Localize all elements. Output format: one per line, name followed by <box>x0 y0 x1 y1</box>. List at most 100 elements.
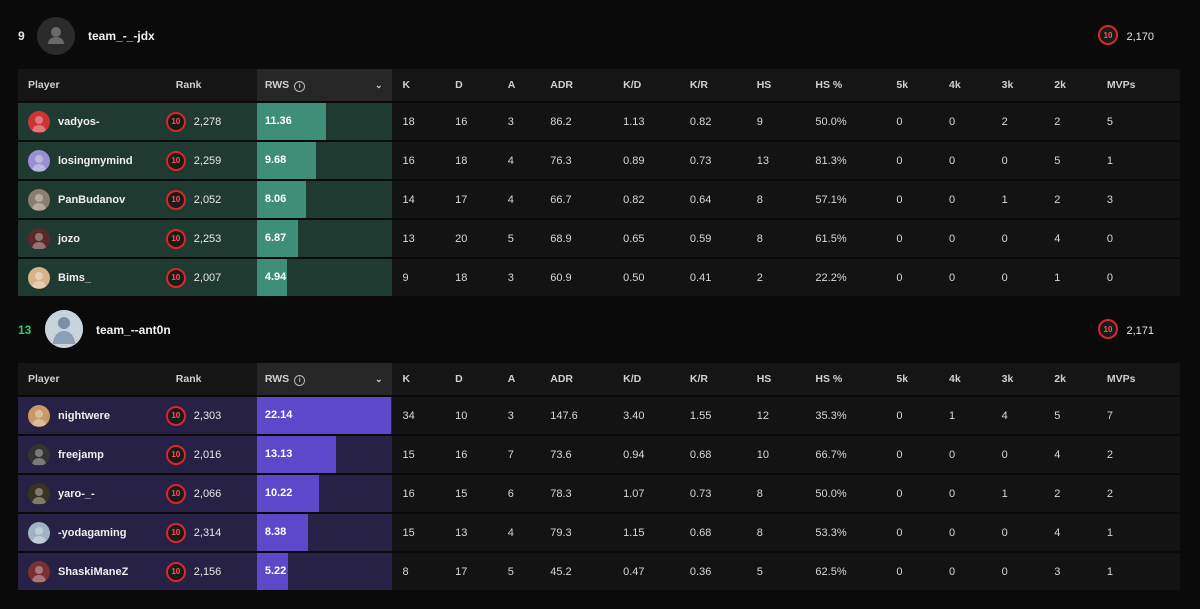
stat-kd: 1.13 <box>613 103 680 140</box>
avatar[interactable] <box>28 482 50 505</box>
player-name[interactable]: PanBudanov <box>58 193 126 206</box>
col-header-5k[interactable]: 5k <box>886 69 939 101</box>
col-header-d[interactable]: D <box>445 69 498 101</box>
col-header-mvps[interactable]: MVPs <box>1096 69 1180 101</box>
table-row[interactable]: ShaskiManeZ 10 2,156 5.22 8 17 5 45.2 0.47 0.36 5 6… <box>18 553 1180 590</box>
col-header-3k[interactable]: 3k <box>991 363 1045 395</box>
col-header-rank[interactable]: Rank <box>165 363 257 395</box>
col-header-kr[interactable]: K/R <box>679 363 747 395</box>
col-header-k[interactable]: K <box>392 363 446 395</box>
team-2-scoreboard: Player Rank RWS i ⌄ K D A ADR K/D K/R HS … <box>18 361 1180 592</box>
col-header-4k[interactable]: 4k <box>939 363 992 395</box>
avatar[interactable] <box>28 149 50 172</box>
col-header-3k[interactable]: 3k <box>991 69 1045 101</box>
avatar-image-icon <box>32 115 46 132</box>
stat-kr: 0.59 <box>679 220 747 257</box>
rws-bar <box>256 181 306 218</box>
chevron-down-icon[interactable]: ⌄ <box>374 79 383 90</box>
col-header-hs[interactable]: HS <box>746 363 806 395</box>
table-row[interactable]: yaro-_- 10 2,066 10.22 16 15 6 78.3 1.07 0.73 8 50.… <box>18 475 1180 512</box>
col-header-5k[interactable]: 5k <box>886 363 939 395</box>
player-name[interactable]: jozo <box>58 232 80 245</box>
player-name[interactable]: losingmymind <box>58 154 133 167</box>
info-icon[interactable]: i <box>294 80 306 92</box>
col-header-hs-percent[interactable]: HS % <box>805 69 887 101</box>
table-row[interactable]: jozo 10 2,253 6.87 13 20 5 68.9 0.65 0.59 8 61.5% 0 0… <box>18 220 1180 257</box>
col-header-d[interactable]: D <box>445 363 498 395</box>
table-row[interactable]: -yodagaming 10 2,314 8.38 15 13 4 79.3 1.15 0.68 8… <box>18 514 1180 551</box>
col-header-kd[interactable]: K/D <box>613 69 680 101</box>
avatar[interactable] <box>28 443 50 466</box>
col-header-player[interactable]: Player <box>18 363 166 395</box>
avatar-image-icon <box>32 232 46 249</box>
col-header-adr[interactable]: ADR <box>540 363 614 395</box>
col-header-adr[interactable]: ADR <box>540 69 614 101</box>
player-cell[interactable]: yaro-_- <box>18 475 166 512</box>
player-elo: 2,052 <box>193 193 222 206</box>
table-row[interactable]: nightwere 10 2,303 22.14 34 10 3 147.6 3.40 1.55 1… <box>18 397 1180 434</box>
player-name[interactable]: ShaskiManeZ <box>58 565 129 578</box>
player-name[interactable]: freejamp <box>58 448 104 461</box>
stat-kd: 3.40 <box>613 397 680 434</box>
col-header-kr[interactable]: K/R <box>679 69 747 101</box>
col-header-hs[interactable]: HS <box>746 69 806 101</box>
player-cell[interactable]: Bims_ <box>18 259 166 296</box>
col-header-4k[interactable]: 4k <box>939 69 992 101</box>
player-cell[interactable]: -yodagaming <box>18 514 166 551</box>
team-name[interactable]: team_-_-jdx <box>88 29 155 43</box>
col-header-rws[interactable]: RWS i ⌄ <box>256 69 393 101</box>
stat-5k: 0 <box>886 181 939 218</box>
table-row[interactable]: vadyos- 10 2,278 11.36 18 16 3 86.2 1.13 0.82 9 50.… <box>18 103 1180 140</box>
rws-value: 13.13 <box>264 448 293 460</box>
team-avatar[interactable] <box>45 310 83 348</box>
player-cell[interactable]: PanBudanov <box>18 181 166 218</box>
col-header-rank[interactable]: Rank <box>165 69 257 101</box>
avatar[interactable] <box>28 110 50 133</box>
col-header-kd[interactable]: K/D <box>613 363 680 395</box>
col-header-rws[interactable]: RWS i ⌄ <box>256 363 393 395</box>
avatar[interactable] <box>28 188 50 211</box>
table-row[interactable]: Bims_ 10 2,007 4.94 9 18 3 60.9 0.50 0.41 2 22.2% 0 0… <box>18 259 1180 296</box>
player-name[interactable]: vadyos- <box>58 115 100 128</box>
table-row[interactable]: freejamp 10 2,016 13.13 15 16 7 73.6 0.94 0.68 10 6… <box>18 436 1180 473</box>
col-header-k[interactable]: K <box>392 69 446 101</box>
avatar[interactable] <box>28 521 50 544</box>
avatar[interactable] <box>28 227 50 250</box>
level-badge-icon: 10 <box>165 228 186 249</box>
rws-cell: 8.38 <box>256 514 393 551</box>
avatar[interactable] <box>28 266 50 289</box>
chevron-down-icon[interactable]: ⌄ <box>374 373 383 384</box>
player-cell[interactable]: vadyos- <box>18 103 166 140</box>
player-elo: 2,016 <box>193 448 222 461</box>
player-name[interactable]: yaro-_- <box>58 487 95 500</box>
player-cell[interactable]: losingmymind <box>18 142 166 179</box>
player-name[interactable]: -yodagaming <box>58 526 127 539</box>
col-header-mvps[interactable]: MVPs <box>1096 363 1180 395</box>
rws-cell: 8.06 <box>256 181 393 218</box>
table-row[interactable]: PanBudanov 10 2,052 8.06 14 17 4 66.7 0.82 0.64 8 5… <box>18 181 1180 218</box>
col-header-a[interactable]: A <box>497 69 541 101</box>
col-header-a[interactable]: A <box>497 363 541 395</box>
col-header-player[interactable]: Player <box>18 69 166 101</box>
rws-cell: 6.87 <box>256 220 393 257</box>
team-name[interactable]: team_--ant0n <box>96 323 171 337</box>
col-header-2k[interactable]: 2k <box>1044 363 1097 395</box>
player-cell[interactable]: freejamp <box>18 436 166 473</box>
team-logo-icon <box>45 310 83 348</box>
col-header-2k[interactable]: 2k <box>1044 69 1097 101</box>
player-cell[interactable]: nightwere <box>18 397 166 434</box>
team-avatar[interactable] <box>37 17 75 55</box>
rank-cell: 10 2,253 <box>165 220 257 257</box>
info-icon[interactable]: i <box>294 374 306 386</box>
avatar[interactable] <box>28 404 50 427</box>
team-header: 9 team_-_-jdx 10 2,170 <box>0 6 1200 66</box>
col-header-hs-percent[interactable]: HS % <box>805 363 887 395</box>
avatar[interactable] <box>28 560 50 583</box>
stat-kd: 0.47 <box>613 553 680 590</box>
player-cell[interactable]: jozo <box>18 220 166 257</box>
player-name[interactable]: Bims_ <box>58 271 92 284</box>
player-name[interactable]: nightwere <box>58 409 110 422</box>
player-cell[interactable]: ShaskiManeZ <box>18 553 166 590</box>
avatar-image-icon <box>32 487 46 504</box>
table-row[interactable]: losingmymind 10 2,259 9.68 16 18 4 76.3 0.89 0.73… <box>18 142 1180 179</box>
